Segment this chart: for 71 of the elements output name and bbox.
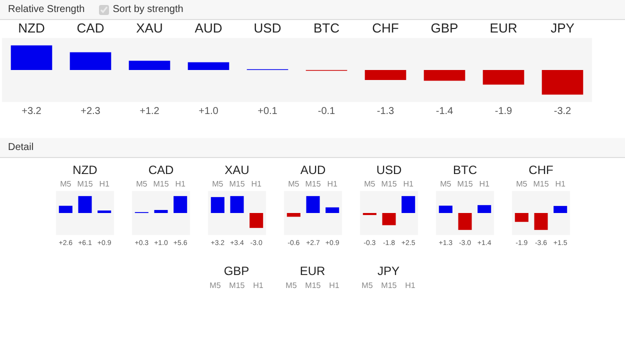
category-label: H1 [253, 281, 264, 290]
x-tick-label: M15 [304, 180, 321, 188]
x-tick-label: USD [254, 20, 282, 36]
data-label: +1.2 [140, 106, 160, 117]
category-label: M5 [362, 281, 373, 290]
x-tick-label: M5 [364, 180, 376, 188]
text: GBP [222, 264, 250, 278]
bar [364, 70, 406, 80]
category-label: M15 [381, 281, 397, 290]
chart-title: BTC [452, 163, 477, 177]
x-tick-label: BTC [314, 20, 340, 36]
x-tick-label: M5 [136, 180, 148, 188]
chart-title: XAU [224, 163, 249, 177]
chart-title: CHF [528, 163, 553, 177]
x-tick-label: EUR [490, 20, 518, 36]
x-tick-label: M15 [380, 180, 397, 188]
x-tick-label: M5 [516, 180, 528, 188]
bar [482, 70, 524, 85]
category-label: M5 [210, 281, 221, 290]
x-tick-label: AUD [194, 20, 222, 36]
x-tick-label: M5 [60, 180, 72, 188]
category-label: H1 [405, 281, 416, 290]
text: Sort by strength [112, 4, 184, 15]
bar [70, 52, 112, 70]
x-tick-label: H1 [554, 180, 566, 188]
x-tick-label: JPY [550, 20, 575, 36]
text: Detail [8, 142, 34, 153]
x-tick-label: H1 [402, 180, 414, 188]
x-tick-label: CAD [76, 20, 104, 36]
data-label: -1.4 [436, 106, 454, 117]
x-tick-label: M5 [440, 180, 452, 188]
x-tick-label: M15 [76, 180, 93, 188]
x-tick-label: H1 [326, 180, 338, 188]
x-tick-label: XAU [136, 20, 163, 36]
bar [128, 60, 170, 70]
chart-title: USD [376, 163, 402, 177]
x-tick-label: H1 [250, 180, 262, 188]
bar [542, 70, 584, 95]
x-tick-label: NZD [18, 20, 45, 36]
bar [188, 62, 230, 70]
category-label: H1 [329, 281, 340, 290]
data-label: +3.2 [22, 106, 42, 117]
data-label: +0.1 [258, 106, 278, 117]
data-label: +2.3 [80, 106, 101, 117]
x-tick-label: M5 [288, 180, 300, 188]
x-tick-label: H1 [478, 180, 490, 188]
bar [424, 70, 466, 81]
x-tick-label: GBP [430, 20, 458, 36]
data-label: +1.0 [198, 106, 219, 117]
chart-title: CAD [148, 163, 174, 177]
x-tick-label: M15 [228, 180, 245, 188]
x-tick-label: H1 [174, 180, 186, 188]
data-label: -0.1 [318, 106, 336, 117]
data-label: -1.9 [494, 106, 513, 117]
x-tick-label: CHF [372, 20, 399, 36]
chart-title: Relative Strength [8, 4, 85, 15]
x-tick-label: M15 [532, 180, 549, 188]
x-tick-label: H1 [98, 180, 110, 188]
category-label: M15 [305, 281, 321, 290]
chart-title: AUD [300, 163, 326, 177]
text: EUR [298, 264, 326, 278]
x-tick-label: M15 [152, 180, 169, 188]
text: JPY [376, 264, 400, 278]
data-label: -1.3 [376, 106, 395, 117]
category-label: M15 [229, 281, 245, 290]
bar [10, 45, 52, 70]
chart-title: NZD [72, 163, 98, 177]
x-tick-label: M15 [456, 180, 473, 188]
category-label: M5 [286, 281, 297, 290]
x-tick-label: M5 [212, 180, 224, 188]
data-label: -3.2 [554, 106, 572, 117]
